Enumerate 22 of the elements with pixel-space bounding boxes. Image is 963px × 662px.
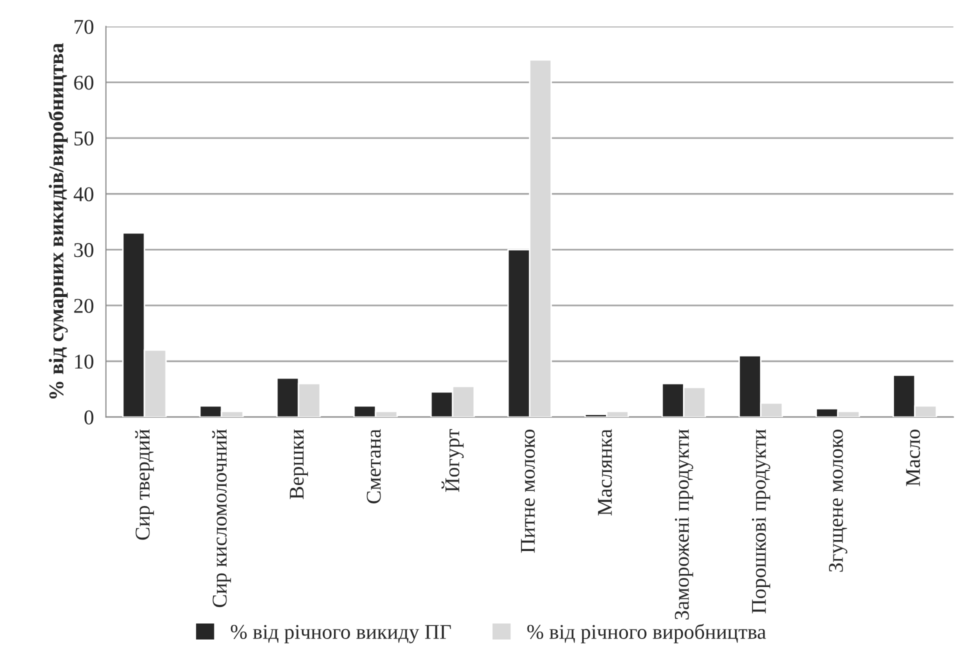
y-tick-label: 0 [84,410,94,424]
x-tick-label: Порошкові продукти [752,429,770,614]
x-tick-label: Йогурт [442,429,464,492]
y-tick-label: 50 [74,131,94,146]
x-tick-label: Масло [906,430,920,486]
y-tick-label: 20 [74,298,94,313]
y-tick-label: 30 [74,243,94,258]
legend-label: % від річного викиду ПГ [230,624,451,644]
x-tick-label: Питне молоко [521,430,535,553]
y-tick-label: 10 [75,354,94,369]
legend-label: % від річного виробництва [527,624,766,644]
x-tick-label: Сир твердий [135,429,154,540]
x-tick-label: Згущене молоко [828,430,848,572]
y-tick-label: 60 [74,76,94,90]
x-tick-label: Маслянка [598,429,612,516]
x-tick-label: Сметана [366,429,381,504]
x-tick-label: Сир кисломолочний [212,429,231,608]
y-tick-label: 70 [74,20,94,34]
y-tick-label: 40 [74,187,94,202]
x-tick-label: Вершки [290,429,308,500]
x-tick-label: Заморожені продукти [674,429,694,620]
y-axis-title: % від сумарних викидів/виробництва [48,43,68,399]
